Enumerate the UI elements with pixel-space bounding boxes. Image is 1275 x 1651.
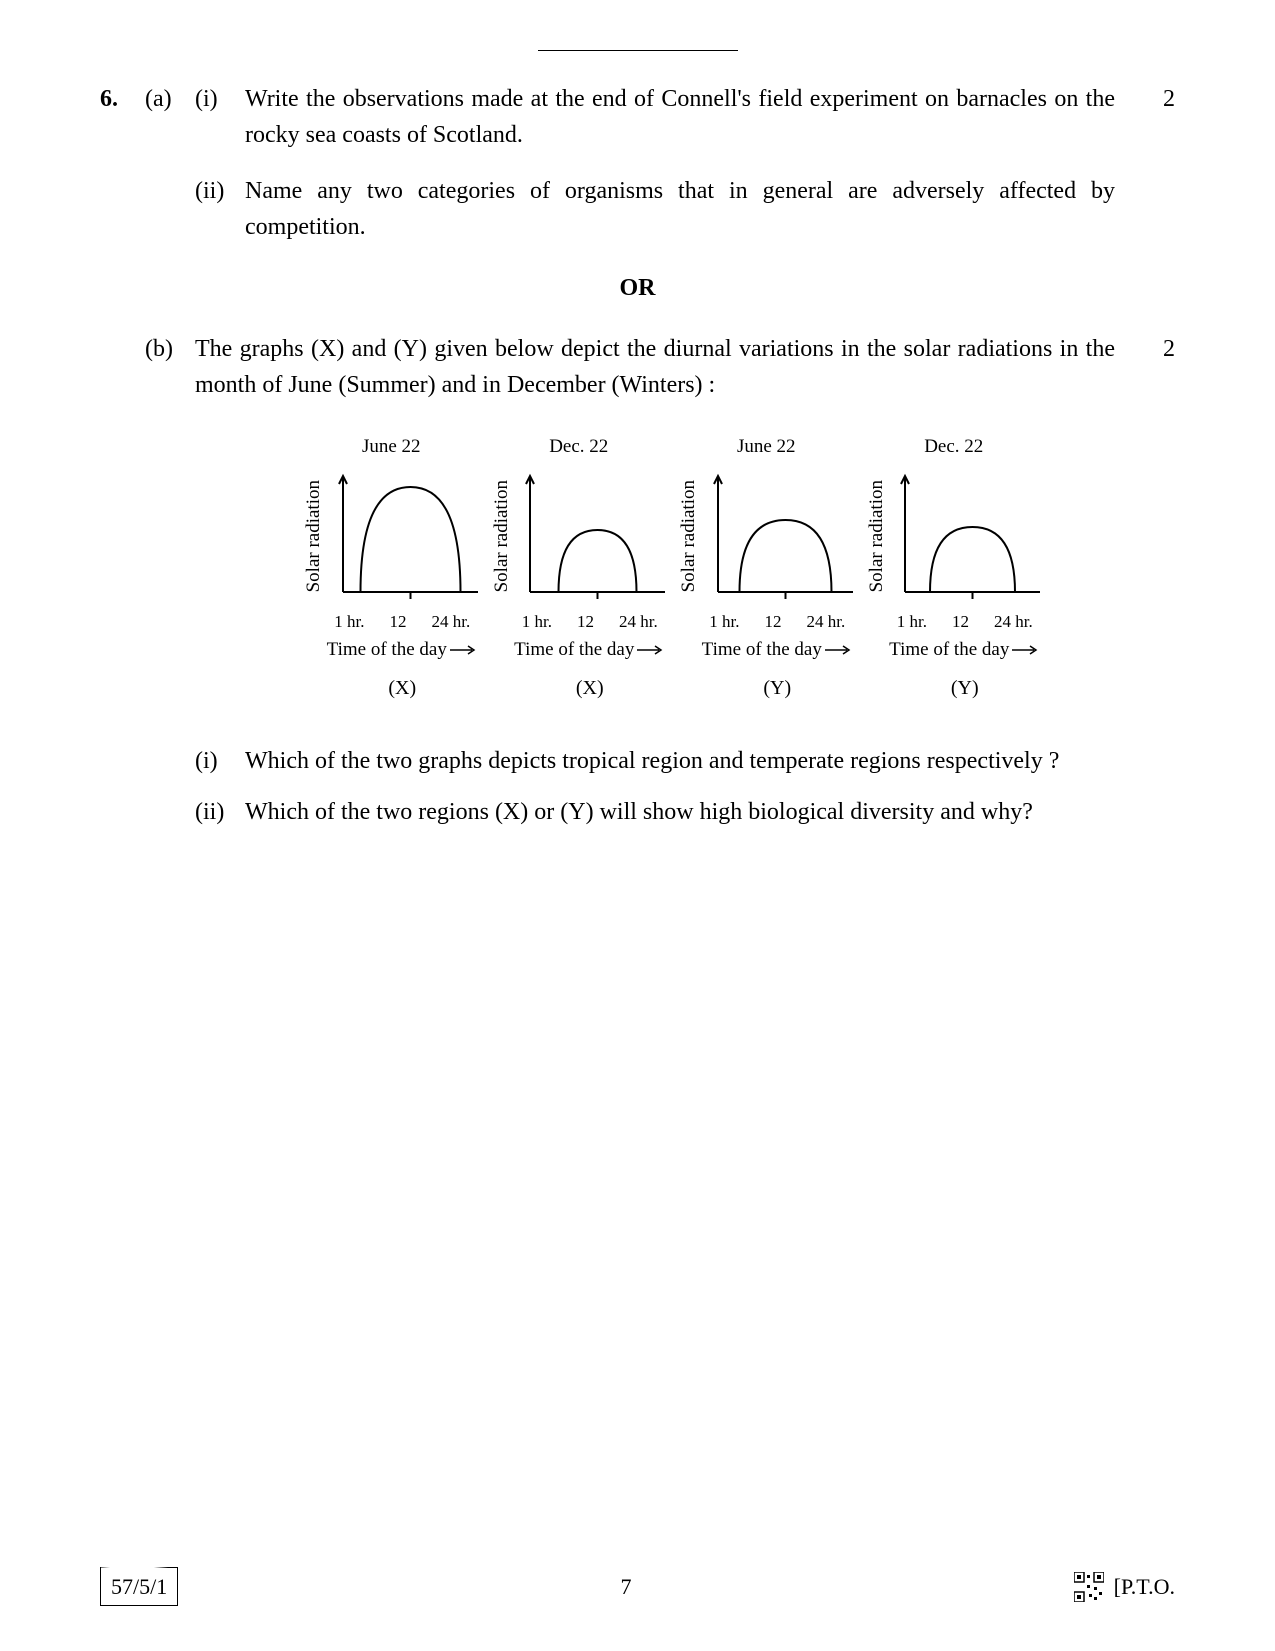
pto-label: [P.T.O. xyxy=(1114,1570,1175,1603)
question-6-a-ii: (ii) Name any two categories of organism… xyxy=(100,173,1175,245)
question-6-b-i: (i) Which of the two graphs depicts trop… xyxy=(100,743,1175,779)
qr-code-icon xyxy=(1074,1572,1104,1602)
x-axis-label: Time of the day xyxy=(327,636,447,665)
x-axis-label: Time of the day xyxy=(702,636,822,665)
section-divider xyxy=(538,50,738,51)
sub-label-ii: (ii) xyxy=(195,173,245,209)
x-axis-label-row: Time of the day xyxy=(327,636,478,665)
sub-label-ii: (ii) xyxy=(195,794,245,830)
x-tick-labels: 1 hr.1224 hr. xyxy=(707,609,847,635)
chart-title: June 22 xyxy=(362,433,421,462)
chart-title: Dec. 22 xyxy=(549,433,608,462)
x-axis-label: Time of the day xyxy=(889,636,1009,665)
page-content: 6. (a) (i) Write the observations made a… xyxy=(0,0,1275,830)
graph-id: (X) xyxy=(388,673,416,703)
chart-svg xyxy=(333,467,483,607)
question-text: The graphs (X) and (Y) given below depic… xyxy=(195,331,1115,403)
arrow-right-icon xyxy=(1012,645,1040,655)
x-tick-labels: 1 hr.1224 hr. xyxy=(332,609,472,635)
arrow-right-icon xyxy=(637,645,665,655)
chart-0: June 22 Solar radiation1 hr.1224 hr.Time … xyxy=(300,433,483,703)
chart-svg xyxy=(708,467,858,607)
chart-2: June 22 Solar radiation1 hr.1224 hr.Time … xyxy=(675,433,858,703)
marks: 2 xyxy=(1135,81,1175,117)
x-axis-label-row: Time of the day xyxy=(702,636,853,665)
x-tick-labels: 1 hr.1224 hr. xyxy=(895,609,1035,635)
question-text: Which of the two regions (X) or (Y) will… xyxy=(245,794,1115,830)
y-axis-label: Solar radiation xyxy=(488,480,517,592)
arrow-right-icon xyxy=(450,645,478,655)
or-divider: OR xyxy=(100,270,1175,306)
x-axis-label-row: Time of the day xyxy=(514,636,665,665)
part-label-a: (a) xyxy=(145,81,195,117)
graph-id: (X) xyxy=(576,673,604,703)
question-text: Name any two categories of organisms tha… xyxy=(245,173,1115,245)
sub-label-i: (i) xyxy=(195,81,245,117)
question-6-a-i: 6. (a) (i) Write the observations made a… xyxy=(100,81,1175,153)
chart-title: Dec. 22 xyxy=(924,433,983,462)
part-label-b: (b) xyxy=(145,331,195,367)
chart-svg xyxy=(520,467,670,607)
x-tick-labels: 1 hr.1224 hr. xyxy=(520,609,660,635)
y-axis-label: Solar radiation xyxy=(675,480,704,592)
question-6-b-ii: (ii) Which of the two regions (X) or (Y)… xyxy=(100,794,1175,830)
footer-right: [P.T.O. xyxy=(1074,1570,1175,1603)
question-6-b: (b) The graphs (X) and (Y) given below d… xyxy=(100,331,1175,403)
page-number: 7 xyxy=(620,1570,631,1603)
page-footer: 57/5/1 7 [P.T.O. xyxy=(0,1567,1275,1606)
graph-id: (Y) xyxy=(951,673,979,703)
sub-label-i: (i) xyxy=(195,743,245,779)
question-text: Which of the two graphs depicts tropical… xyxy=(245,743,1115,779)
marks: 2 xyxy=(1135,331,1175,367)
arrow-right-icon xyxy=(825,645,853,655)
question-text: Write the observations made at the end o… xyxy=(245,81,1115,153)
graph-id: (Y) xyxy=(763,673,791,703)
x-axis-label-row: Time of the day xyxy=(889,636,1040,665)
chart-svg xyxy=(895,467,1045,607)
x-axis-label: Time of the day xyxy=(514,636,634,665)
charts-container: June 22Solar radiation1 hr.1224 hr.Time … xyxy=(100,433,1175,703)
y-axis-label: Solar radiation xyxy=(863,480,892,592)
chart-3: Dec. 22 Solar radiation1 hr.1224 hr.Time … xyxy=(863,433,1046,703)
paper-code: 57/5/1 xyxy=(100,1567,178,1606)
chart-title: June 22 xyxy=(737,433,796,462)
question-number: 6. xyxy=(100,81,145,117)
chart-1: Dec. 22 Solar radiation1 hr.1224 hr.Time … xyxy=(488,433,671,703)
y-axis-label: Solar radiation xyxy=(300,480,329,592)
